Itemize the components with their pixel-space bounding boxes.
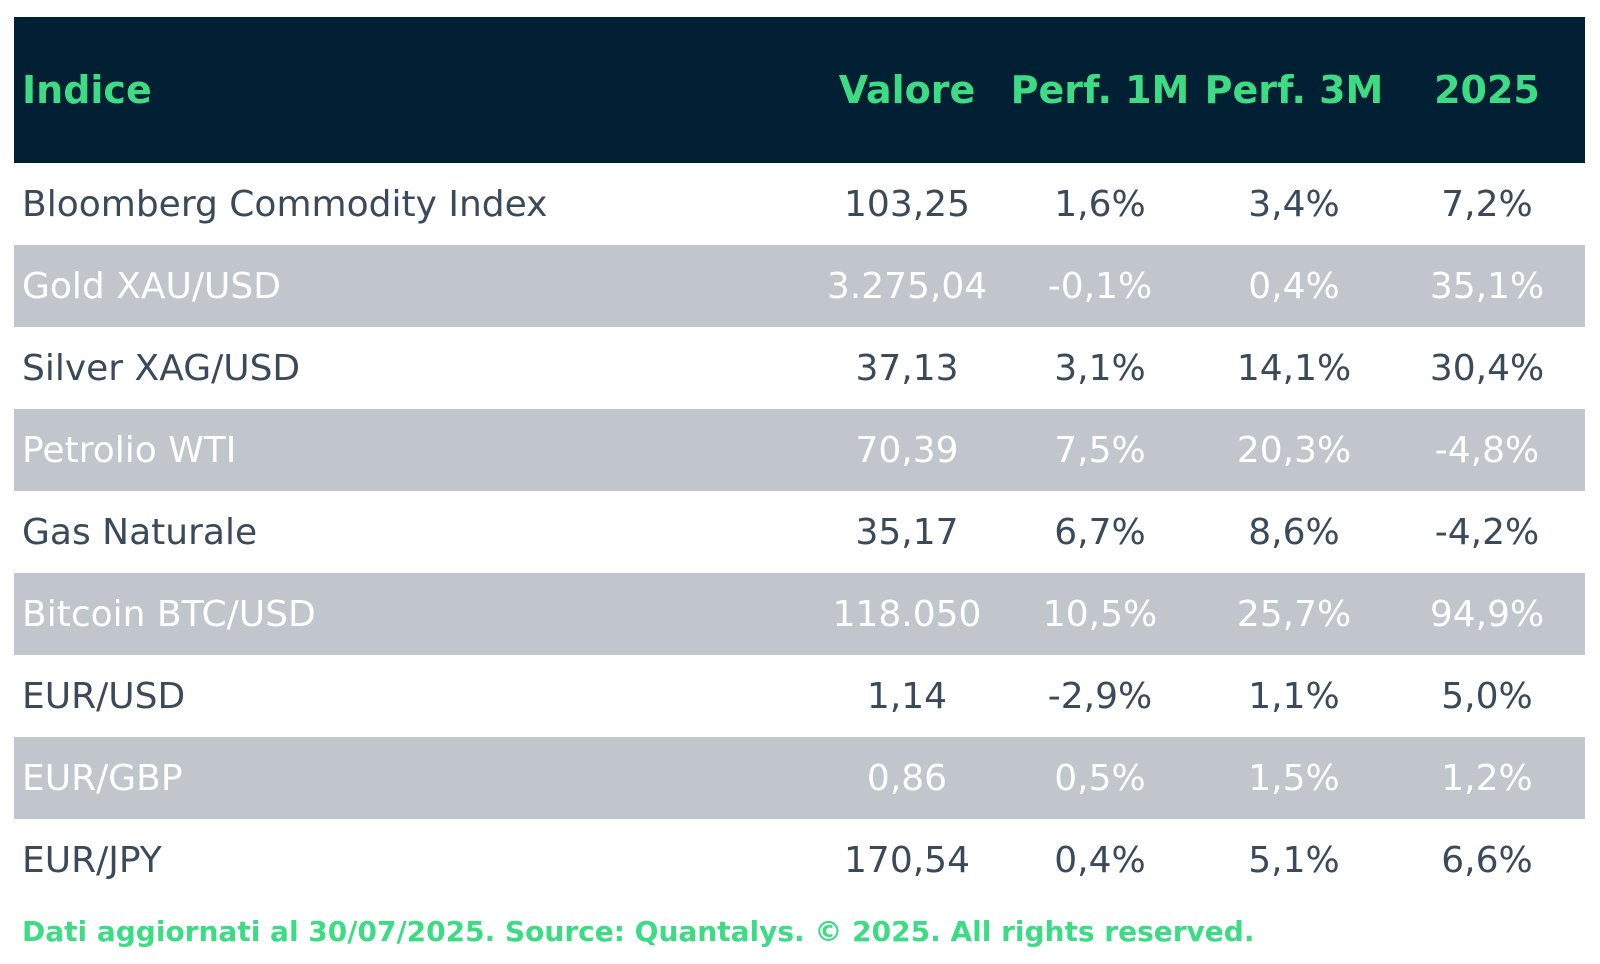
cell-value: 1,14 [866,675,948,717]
cell-value: 7,5% [1054,429,1146,471]
table-header: Indice Valore Perf. 1M Perf. 3M 2025 [14,17,1585,163]
table-row: EUR/USD 1,14 -2,9% 1,1% 5,0% [14,655,1585,737]
cell-value: 7,2% [1441,183,1533,225]
cell-value: 3,4% [1248,183,1340,225]
cell-value: -2,9% [1047,675,1153,717]
cell-value: -4,8% [1434,429,1540,471]
cell-value: 170,54 [844,839,970,881]
cell-value: 37,13 [855,347,959,389]
row-label: Gold XAU/USD [22,265,281,307]
table-row: Bitcoin BTC/USD 118.050 10,5% 25,7% 94,9% [14,573,1585,655]
table-row: Petrolio WTI 70,39 7,5% 20,3% -4,8% [14,409,1585,491]
cell-value: -0,1% [1047,265,1153,307]
cell-value: 0,4% [1248,265,1340,307]
cell-value: 1,6% [1054,183,1146,225]
cell-value: 103,25 [844,183,970,225]
row-label: EUR/USD [22,675,186,717]
table-row: Silver XAG/USD 37,13 3,1% 14,1% 30,4% [14,327,1585,409]
column-header: 2025 [1434,68,1540,112]
footer-note: Dati aggiornati al 30/07/2025. Source: Q… [22,915,1255,948]
table-row: Gas Naturale 35,17 6,7% 8,6% -4,2% [14,491,1585,573]
cell-value: 1,2% [1441,757,1533,799]
cell-value: 35,1% [1429,265,1545,307]
cell-value: 25,7% [1236,593,1352,635]
row-label: EUR/JPY [22,839,162,881]
cell-value: 1,1% [1248,675,1340,717]
cell-value: 30,4% [1429,347,1545,389]
cell-value: 0,5% [1054,757,1146,799]
row-label: Petrolio WTI [22,429,237,471]
row-label: EUR/GBP [22,757,183,799]
cell-value: 10,5% [1042,593,1158,635]
column-header: Indice [22,68,152,112]
cell-value: 94,9% [1429,593,1545,635]
column-header: Perf. 3M [1204,68,1384,112]
cell-value: 0,86 [866,757,948,799]
column-header: Perf. 1M [1010,68,1190,112]
cell-value: 70,39 [855,429,959,471]
cell-value: 14,1% [1236,347,1352,389]
cell-value: 5,0% [1441,675,1533,717]
column-header: Valore [838,68,976,112]
table-row: Gold XAU/USD 3.275,04 -0,1% 0,4% 35,1% [14,245,1585,327]
cell-value: 6,6% [1441,839,1533,881]
cell-value: 20,3% [1236,429,1352,471]
cell-value: 3.275,04 [826,265,988,307]
table-row: EUR/GBP 0,86 0,5% 1,5% 1,2% [14,737,1585,819]
table-row: Bloomberg Commodity Index 103,25 1,6% 3,4% 7… [14,163,1585,245]
row-label: Gas Naturale [22,511,258,553]
cell-value: -4,2% [1434,511,1540,553]
cell-value: 35,17 [855,511,959,553]
cell-value: 3,1% [1054,347,1146,389]
cell-value: 118.050 [832,593,982,635]
row-label: Bloomberg Commodity Index [22,183,548,225]
table-row: EUR/JPY 170,54 0,4% 5,1% 6,6% [14,819,1585,901]
row-label: Bitcoin BTC/USD [22,593,316,635]
cell-value: 8,6% [1248,511,1340,553]
cell-value: 1,5% [1248,757,1340,799]
cell-value: 5,1% [1248,839,1340,881]
cell-value: 6,7% [1054,511,1146,553]
cell-value: 0,4% [1054,839,1146,881]
row-label: Silver XAG/USD [22,347,301,389]
